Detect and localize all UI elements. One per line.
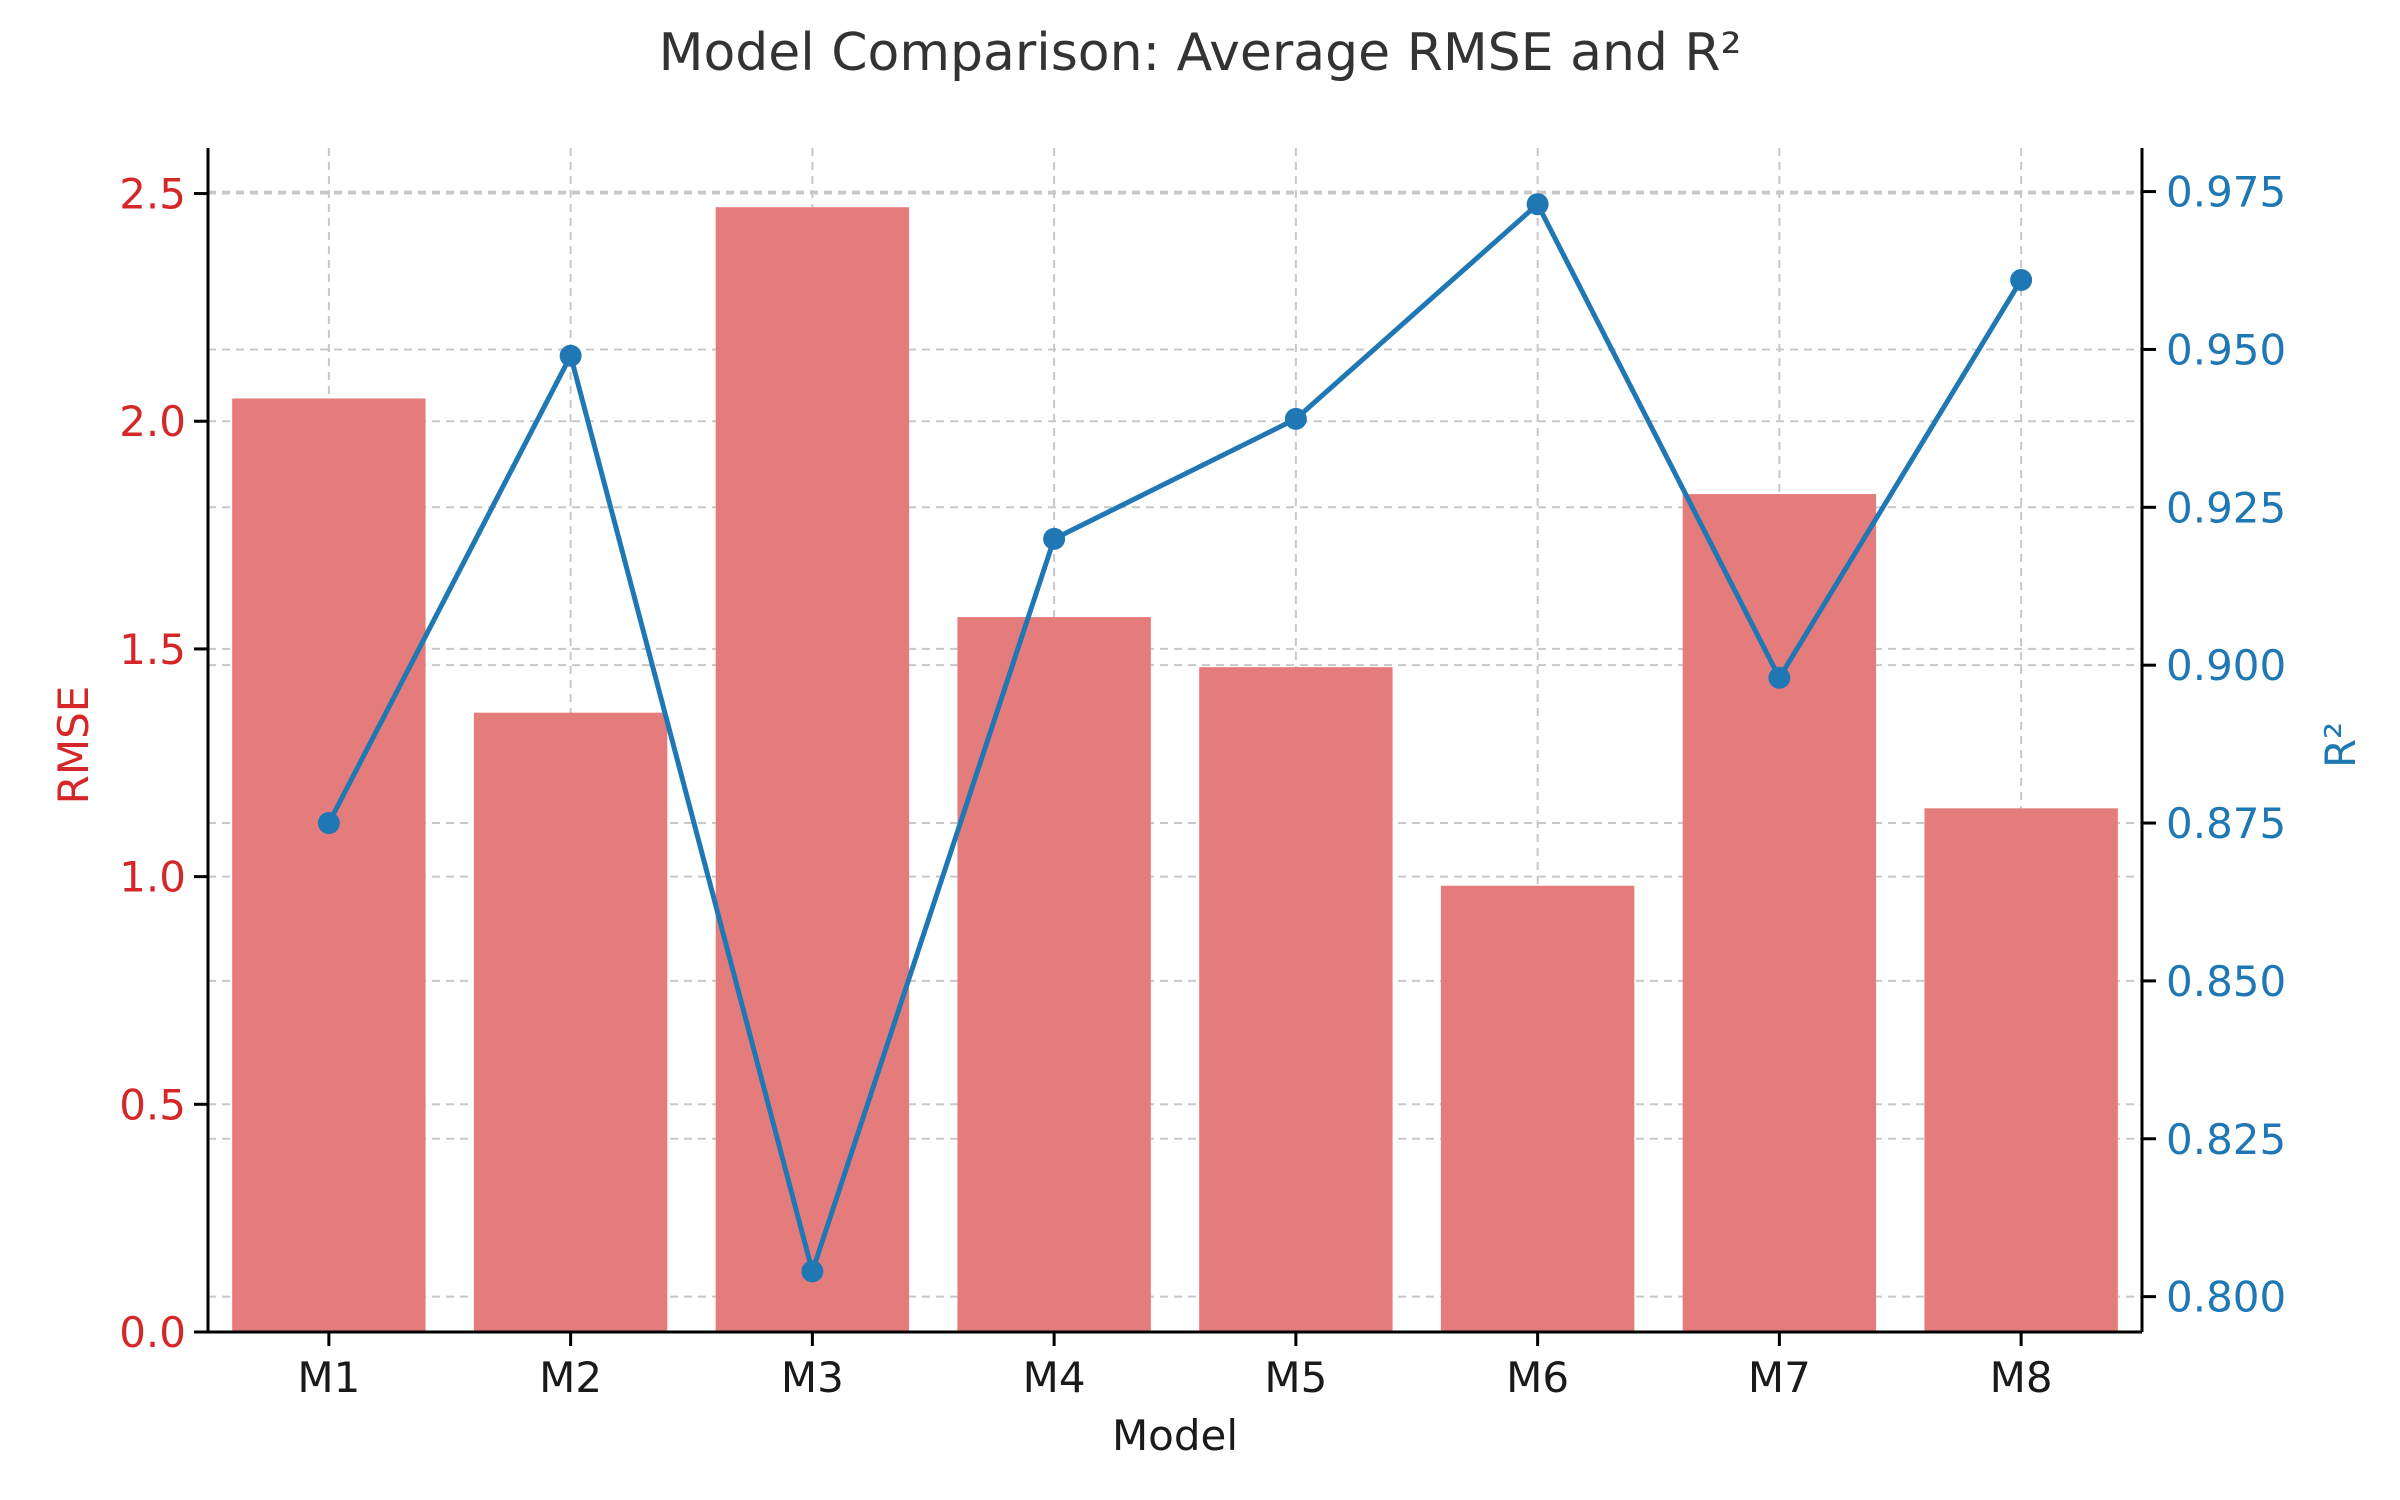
bar-series-rmse <box>232 207 2118 1333</box>
right-tick-label: 0.925 <box>2166 483 2286 532</box>
left-tick-label: 1.0 <box>119 853 186 902</box>
x-tick-label: M1 <box>297 1353 360 1402</box>
r2-point-m3 <box>801 1260 824 1283</box>
left-tick-label: 2.0 <box>119 397 186 446</box>
bar-m7 <box>1682 494 1877 1333</box>
axes <box>206 148 2144 1334</box>
line-series-r2 <box>317 193 2033 1283</box>
left-tick-label: 1.5 <box>119 625 186 674</box>
bar-m5 <box>1199 667 1393 1332</box>
x-tick-label: M8 <box>1990 1353 2053 1402</box>
right-tick-label: 0.950 <box>2166 325 2286 374</box>
right-axis-ticks: 0.800 0.825 0.850 0.875 0.900 0.925 0.950 0.975 <box>2142 168 2286 1322</box>
x-tick-label: M7 <box>1748 1353 1811 1402</box>
right-tick-label: 0.800 <box>2166 1273 2286 1322</box>
bar-m4 <box>957 617 1151 1332</box>
r2-point-m2 <box>559 344 582 367</box>
r2-point-m1 <box>317 812 340 835</box>
x-axis-label: Model <box>1112 1411 1238 1460</box>
right-tick-label: 0.875 <box>2166 799 2286 848</box>
left-tick-label: 0.0 <box>119 1308 186 1357</box>
right-tick-label: 0.850 <box>2166 957 2286 1006</box>
bar-m1 <box>232 398 426 1332</box>
x-tick-label: M6 <box>1506 1353 1569 1402</box>
right-tick-label: 0.825 <box>2166 1115 2286 1164</box>
left-tick-label: 2.5 <box>119 170 186 219</box>
bar-m3 <box>715 207 910 1333</box>
x-tick-label: M4 <box>1023 1353 1086 1402</box>
x-tick-label: M5 <box>1264 1353 1327 1402</box>
y-axis-label: RMSE <box>49 686 98 805</box>
bar-m8 <box>1924 808 2118 1332</box>
chart-title: Model Comparison: Average RMSE and R² <box>659 23 1742 83</box>
bar-m2 <box>473 712 668 1332</box>
left-tick-label: 0.5 <box>119 1080 186 1129</box>
r2-point-m6 <box>1526 193 1549 216</box>
r2-point-m8 <box>2010 268 2033 291</box>
right-tick-label: 0.975 <box>2166 168 2286 217</box>
right-tick-label: 0.900 <box>2166 641 2286 690</box>
r2-line <box>326 201 2024 1274</box>
y2-axis-label: R² <box>2316 722 2365 768</box>
r2-point-m4 <box>1043 527 1066 550</box>
x-axis-ticks: M1 M2 M3 M4 M5 M6 M7 M8 <box>297 1332 2053 1402</box>
x-tick-label: M2 <box>539 1353 602 1402</box>
left-axis-ticks: 0.0 0.5 1.0 1.5 2.0 2.5 <box>119 170 208 1357</box>
r2-point-m5 <box>1284 407 1307 430</box>
x-tick-label: M3 <box>781 1353 844 1402</box>
bar-m6 <box>1440 885 1635 1332</box>
r2-point-m7 <box>1768 666 1791 689</box>
